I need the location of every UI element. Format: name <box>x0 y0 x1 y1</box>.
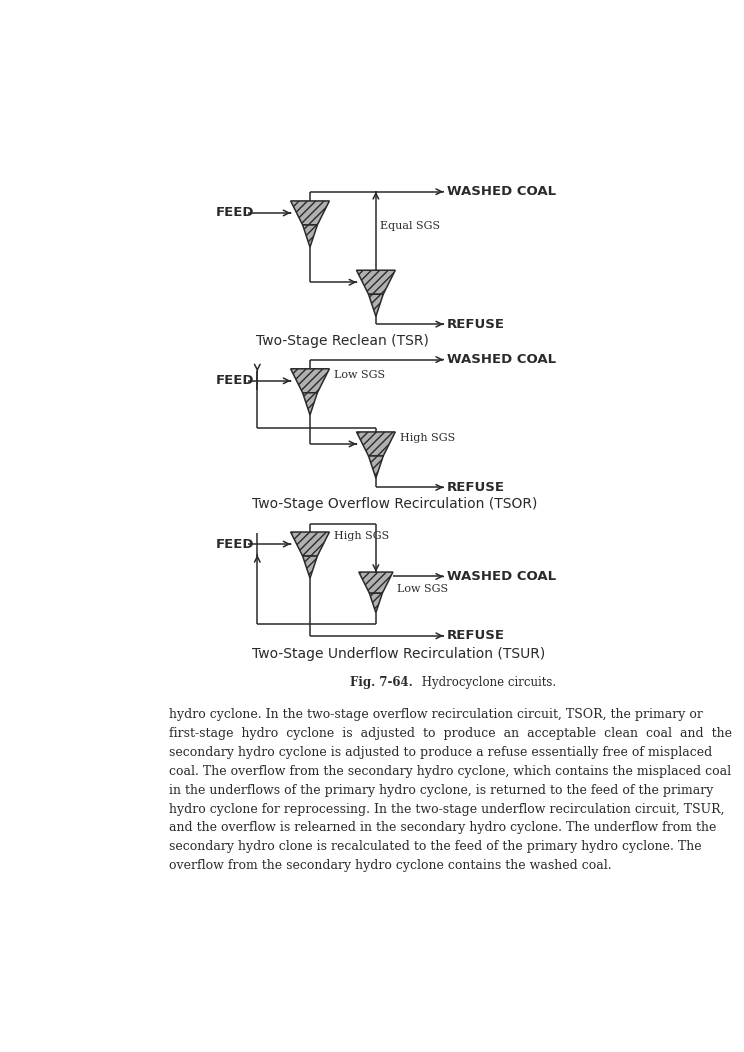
Text: FEED: FEED <box>216 375 254 387</box>
Polygon shape <box>291 532 330 557</box>
Text: REFUSE: REFUSE <box>447 318 505 330</box>
Text: Two-Stage Overflow Recirculation (TSOR): Two-Stage Overflow Recirculation (TSOR) <box>252 498 537 511</box>
Text: secondary hydro clone is recalculated to the feed of the primary hydro cyclone. : secondary hydro clone is recalculated to… <box>169 841 702 853</box>
Text: in the underflows of the primary hydro cyclone, is returned to the feed of the p: in the underflows of the primary hydro c… <box>169 784 713 796</box>
Text: and the overflow is relearned in the secondary hydro cyclone. The underflow from: and the overflow is relearned in the sec… <box>169 822 716 834</box>
Text: Low SGS: Low SGS <box>334 369 385 380</box>
Polygon shape <box>368 456 383 478</box>
Text: first-stage  hydro  cyclone  is  adjusted  to  produce  an  acceptable  clean  c: first-stage hydro cyclone is adjusted to… <box>169 727 732 740</box>
Text: secondary hydro cyclone is adjusted to produce a refuse essentially free of misp: secondary hydro cyclone is adjusted to p… <box>169 746 712 758</box>
Polygon shape <box>291 369 330 392</box>
Polygon shape <box>303 392 318 414</box>
Text: coal. The overflow from the secondary hydro cyclone, which contains the misplace: coal. The overflow from the secondary hy… <box>169 765 731 777</box>
Text: REFUSE: REFUSE <box>447 481 505 493</box>
Text: FEED: FEED <box>216 206 254 220</box>
Polygon shape <box>359 572 393 593</box>
Text: overflow from the secondary hydro cyclone contains the washed coal.: overflow from the secondary hydro cyclon… <box>169 859 612 872</box>
Text: Two-Stage Underflow Recirculation (TSUR): Two-Stage Underflow Recirculation (TSUR) <box>252 647 545 662</box>
Text: REFUSE: REFUSE <box>447 629 505 643</box>
Text: Hydrocyclone circuits.: Hydrocyclone circuits. <box>418 675 557 689</box>
Polygon shape <box>368 295 383 317</box>
Polygon shape <box>356 270 395 295</box>
Polygon shape <box>356 432 395 456</box>
Text: Equal SGS: Equal SGS <box>379 221 440 230</box>
Polygon shape <box>369 593 382 612</box>
Polygon shape <box>291 201 330 225</box>
Polygon shape <box>303 557 318 579</box>
Polygon shape <box>303 225 318 247</box>
Text: WASHED COAL: WASHED COAL <box>447 570 557 583</box>
Text: FEED: FEED <box>216 538 254 550</box>
Text: Low SGS: Low SGS <box>397 584 448 593</box>
Text: High SGS: High SGS <box>400 432 455 443</box>
Text: WASHED COAL: WASHED COAL <box>447 353 557 366</box>
Text: hydro cyclone. In the two-stage overflow recirculation circuit, TSOR, the primar: hydro cyclone. In the two-stage overflow… <box>169 708 703 722</box>
Text: WASHED COAL: WASHED COAL <box>447 185 557 198</box>
Text: hydro cyclone for reprocessing. In the two-stage underflow recirculation circuit: hydro cyclone for reprocessing. In the t… <box>169 803 725 815</box>
Text: High SGS: High SGS <box>334 531 389 542</box>
Text: Two-Stage Reclean (TSR): Two-Stage Reclean (TSR) <box>256 335 429 348</box>
Text: Fig. 7-64.: Fig. 7-64. <box>350 675 413 689</box>
